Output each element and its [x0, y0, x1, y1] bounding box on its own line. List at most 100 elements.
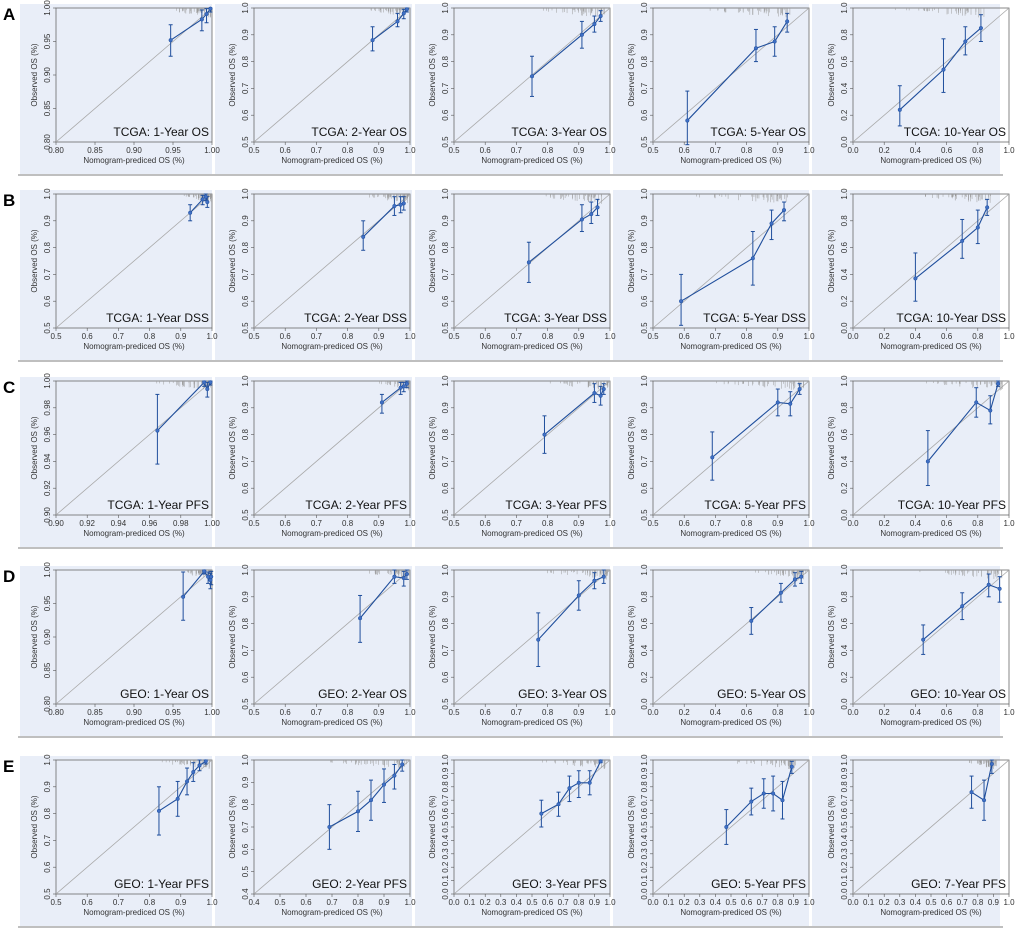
data-point — [679, 299, 684, 304]
calibration-panel: 0.5 0.6 0.7 0.8 0.9 1.0 0.5 0.6 0.7 0.8 0.9 1.0 Nomo… — [228, 564, 416, 727]
y-tick-label: 0.6 — [840, 428, 849, 440]
data-point — [175, 796, 180, 801]
x-tick-label: 0.7 — [311, 708, 323, 717]
y-tick-label: 0.0 — [640, 888, 649, 900]
x-tick-label: 1.0 — [404, 898, 416, 907]
x-tick-label: 0.8 — [542, 146, 554, 155]
x-axis-title: Nomogram-prediced OS (%) — [281, 908, 383, 917]
x-tick-label: 0.6 — [480, 332, 492, 341]
x-tick-label: 0.8 — [741, 519, 753, 528]
y-tick-label: 0.4 — [840, 82, 849, 94]
x-tick-label: 0.8 — [772, 898, 784, 907]
panel-title: GEO: 3-Year OS — [518, 687, 607, 701]
y-tick-label: 0.2 — [840, 861, 849, 873]
y-tick-label: 0.3 — [840, 848, 849, 860]
panel-title: GEO: 1-Year PFS — [114, 877, 209, 891]
data-point — [204, 11, 209, 17]
y-tick-label: 0.7 — [640, 82, 649, 94]
y-tick-label: 0.8 — [640, 781, 649, 793]
x-tick-label: 0.5 — [448, 519, 460, 528]
panel-title: GEO: 2-Year PFS — [312, 877, 407, 891]
x-tick-label: 0.6 — [741, 898, 753, 907]
x-axis-title: Nomogram-prediced OS (%) — [481, 529, 583, 538]
y-tick-label: 0.8 — [241, 799, 250, 811]
x-axis-title: Nomogram-prediced OS (%) — [680, 908, 782, 917]
x-tick-label: 0.5 — [248, 708, 260, 717]
x-tick-label: 0.8 — [972, 708, 984, 717]
x-tick-label: 0.5 — [248, 519, 260, 528]
row-label: E — [3, 757, 14, 776]
y-axis-title: Observed OS (%) — [428, 605, 437, 668]
data-point — [592, 22, 597, 27]
x-tick-label: 0.0 — [647, 708, 659, 717]
y-tick-label: 0.95 — [43, 595, 52, 611]
data-point — [200, 197, 205, 202]
data-point — [595, 205, 600, 210]
y-tick-label: 0.4 — [840, 455, 849, 467]
y-tick-label: 0.0 — [840, 322, 849, 334]
y-tick-label: 1.0 — [640, 564, 649, 576]
y-axis-title: Observed OS (%) — [30, 229, 39, 292]
y-axis-title: Observed OS (%) — [627, 416, 636, 479]
y-tick-label: 0.9 — [43, 781, 52, 793]
data-point — [576, 780, 581, 785]
x-tick-label: 0.8 — [144, 898, 156, 907]
data-point — [379, 400, 384, 405]
data-point — [985, 205, 990, 210]
y-tick-label: 0.2 — [840, 109, 849, 121]
ideal-diagonal-line — [852, 7, 1010, 143]
y-tick-label: 0.5 — [441, 509, 450, 521]
data-point — [542, 432, 547, 437]
ideal-diagonal-line — [852, 569, 1010, 705]
y-tick-label: 0.8 — [640, 428, 649, 440]
y-tick-label: 0.0 — [840, 888, 849, 900]
y-tick-label: 0.7 — [441, 644, 450, 656]
panel-title: GEO: 2-Year OS — [318, 687, 407, 701]
x-tick-label: 0.7 — [511, 332, 523, 341]
y-tick-label: 0.6 — [840, 241, 849, 253]
x-tick-label: 0.1 — [663, 898, 675, 907]
y-tick-label: 1.0 — [441, 754, 450, 766]
x-tick-label: 0.5 — [647, 519, 659, 528]
x-axis-title: Nomogram-prediced OS (%) — [680, 529, 782, 538]
y-tick-label: 0.9 — [640, 215, 649, 227]
data-point — [772, 39, 777, 44]
y-tick-label: 0.1 — [640, 874, 649, 886]
x-tick-label: 0.98 — [173, 519, 189, 528]
data-point — [203, 194, 208, 199]
y-tick-label: 0.5 — [441, 136, 450, 148]
y-tick-label: 0.6 — [640, 295, 649, 307]
x-axis-title: Nomogram-prediced OS (%) — [880, 529, 982, 538]
data-point — [986, 582, 991, 587]
x-tick-label: 0.8 — [342, 332, 354, 341]
ideal-diagonal-line — [652, 569, 810, 705]
data-point — [576, 593, 581, 598]
y-tick-label: 0.7 — [241, 82, 250, 94]
panel-title: TCGA: 3-Year PFS — [505, 498, 607, 512]
data-point — [960, 604, 965, 609]
plot-area — [652, 569, 810, 705]
data-point — [587, 780, 592, 785]
x-tick-label: 0.6 — [280, 708, 292, 717]
x-tick-label: 0.0 — [847, 708, 859, 717]
y-tick-label: 0.8 — [441, 55, 450, 67]
x-axis-title: Nomogram-prediced OS (%) — [880, 908, 982, 917]
series-line — [680, 209, 785, 302]
plot-area — [652, 193, 810, 329]
data-point — [781, 208, 787, 213]
x-tick-label: 0.7 — [558, 898, 570, 907]
x-tick-label: 0.7 — [710, 146, 722, 155]
x-axis-title: Nomogram-prediced OS (%) — [83, 529, 185, 538]
y-tick-label: 0.8 — [640, 591, 649, 603]
y-tick-label: 1.0 — [640, 2, 649, 14]
y-tick-label: 0.2 — [840, 295, 849, 307]
x-tick-label: 0.7 — [311, 146, 323, 155]
x-tick-label: 1.0 — [803, 708, 815, 717]
row-label: B — [3, 191, 15, 210]
data-point — [785, 19, 790, 24]
x-tick-label: 1.0 — [803, 146, 815, 155]
panel-title: GEO: 10-Year OS — [910, 687, 1006, 701]
panel-background — [812, 756, 1000, 926]
data-point — [191, 770, 196, 775]
y-tick-label: 0.6 — [241, 295, 250, 307]
